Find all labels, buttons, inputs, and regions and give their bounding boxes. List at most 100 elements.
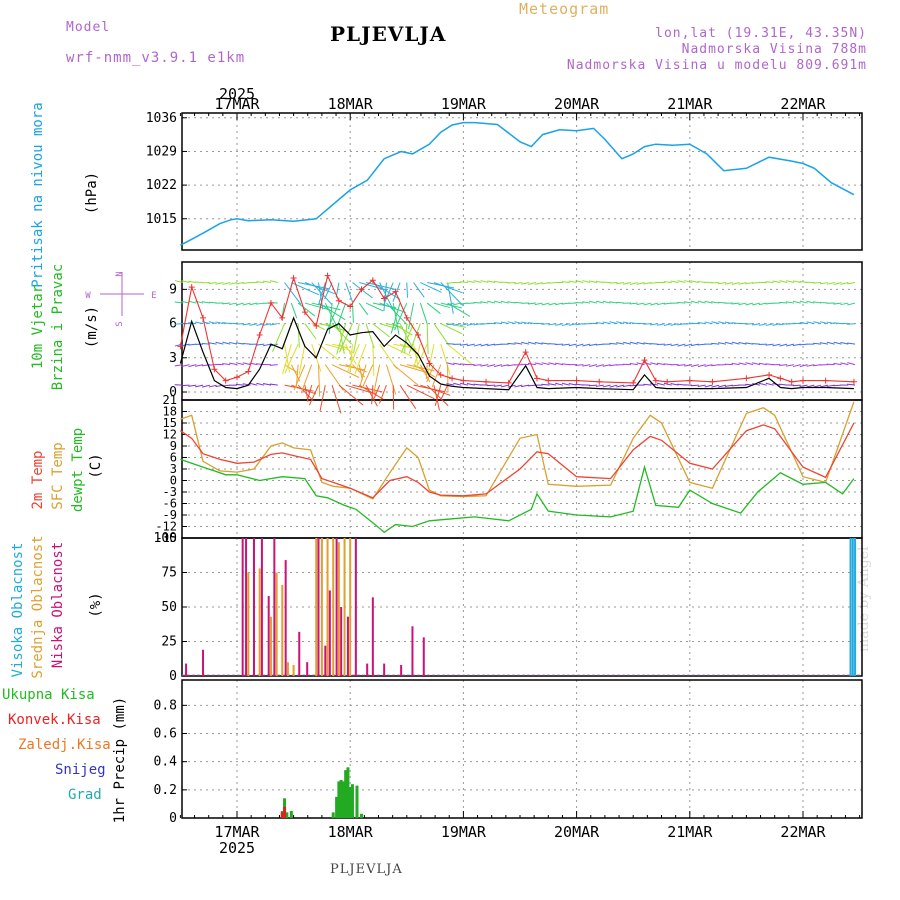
wind-arrow <box>670 383 679 386</box>
wind-arrow <box>656 323 666 326</box>
wind-arrow <box>772 343 781 347</box>
y-tick-label: 9 <box>170 439 177 453</box>
wind-arrow <box>684 280 693 284</box>
wind-arrow <box>582 364 591 367</box>
altitude-label: Nadmorska Visina 788m <box>681 42 867 57</box>
gust-marker <box>177 343 184 350</box>
wind-arrow <box>229 302 238 306</box>
wind-arrow <box>697 343 706 346</box>
wind-arrow <box>752 362 761 366</box>
wind-arrow <box>453 323 462 326</box>
y-tick-label: 0 <box>170 474 177 488</box>
wind-arrow <box>697 300 706 304</box>
wind-arrow <box>623 341 632 345</box>
wind-arrow <box>629 362 638 366</box>
wind-arrow <box>813 364 822 367</box>
low-cloud-bar <box>298 631 301 676</box>
wind-arrow <box>670 280 679 284</box>
gust-marker <box>381 295 388 302</box>
wind-arrow <box>697 280 706 284</box>
y-tick-label: -15 <box>155 531 177 545</box>
wind-arrow <box>308 384 319 406</box>
wind-arrow <box>643 323 652 325</box>
gust-marker <box>686 377 693 384</box>
wind-arrow <box>408 323 421 354</box>
wind-arrow <box>738 341 747 345</box>
wind-arrow <box>372 282 401 300</box>
wind-arrow <box>521 341 530 345</box>
wind-arrow <box>595 280 604 284</box>
wind-arrow <box>336 302 347 327</box>
wind-arrow <box>201 384 210 388</box>
wind-arrow <box>616 301 625 304</box>
mid-cloud-bar <box>258 568 261 676</box>
wind-arrow <box>263 382 272 386</box>
wind-arrow <box>208 384 217 388</box>
total-precip-bar <box>346 767 350 818</box>
wind-arrow <box>779 383 788 386</box>
wind-arrow <box>466 323 475 326</box>
wind-arrow <box>589 343 598 347</box>
wind-arrow <box>500 364 509 367</box>
wind-arrow <box>195 384 204 388</box>
gust-marker <box>573 377 580 384</box>
mid-cloud-bar <box>337 542 340 676</box>
wind-arrow <box>575 343 584 347</box>
wind-arrow <box>833 384 842 387</box>
wind-arrow <box>256 323 265 327</box>
station-footer: PLJEVLJA <box>330 862 403 877</box>
wind-arrow <box>460 382 469 386</box>
gust-marker <box>188 284 195 291</box>
wind-arrow <box>541 323 550 325</box>
y-tick-label: 100 <box>154 531 177 546</box>
gust-marker <box>211 366 218 373</box>
wind-arrow <box>684 364 693 367</box>
wind-arrow <box>446 343 455 345</box>
wind-arrow <box>670 323 679 326</box>
wind-arrow <box>325 343 346 351</box>
day-label-top: 22MAR <box>780 95 826 113</box>
wind-arrow <box>684 301 693 304</box>
wind-arrow <box>779 323 788 326</box>
wind-arrow <box>188 280 197 284</box>
wind-arrow <box>690 300 699 304</box>
wind-arrow <box>453 382 462 386</box>
wind-arrow <box>792 364 801 368</box>
wind-arrow <box>799 300 808 304</box>
wind-arrow <box>527 341 536 345</box>
wind-arrow <box>568 383 577 386</box>
wind-arrow <box>738 282 747 285</box>
wind-arrow <box>201 321 210 325</box>
y-tick-label: 0.4 <box>154 755 178 770</box>
gust-marker <box>415 331 422 338</box>
wind-arrow <box>555 382 564 386</box>
wind-arrow <box>222 282 231 285</box>
total-precip-bar <box>348 787 352 818</box>
wind-arrow <box>446 323 455 326</box>
total-precip-bar <box>341 781 345 818</box>
wind-arrow <box>758 323 767 326</box>
y-tick-label: 25 <box>161 635 177 650</box>
wind-arrow <box>413 344 419 365</box>
wind-arrow <box>256 343 265 346</box>
wind-arrow <box>568 343 577 347</box>
y-tick-label: 3 <box>170 462 177 476</box>
wind-arrow <box>575 280 584 284</box>
wind-arrow <box>358 364 363 381</box>
wind-arrow <box>643 342 652 345</box>
wind-arrow <box>373 364 381 394</box>
day-label-bottom: 19MAR <box>441 823 487 841</box>
wind-arrow <box>188 343 197 346</box>
wind-arrow <box>242 323 251 326</box>
wind-arrow <box>365 323 375 349</box>
wind-arrow <box>500 384 509 388</box>
wind-arrow <box>201 301 210 304</box>
day-label-top: 17MAR <box>214 95 260 113</box>
wind-arrow <box>684 323 693 325</box>
wind-arrow <box>392 364 419 386</box>
low-cloud-bar <box>335 538 338 676</box>
dewpt-line <box>180 458 855 534</box>
wind-arrow <box>561 302 570 305</box>
wind-arrow <box>616 321 625 325</box>
y-tick-label: 1022 <box>146 178 177 193</box>
